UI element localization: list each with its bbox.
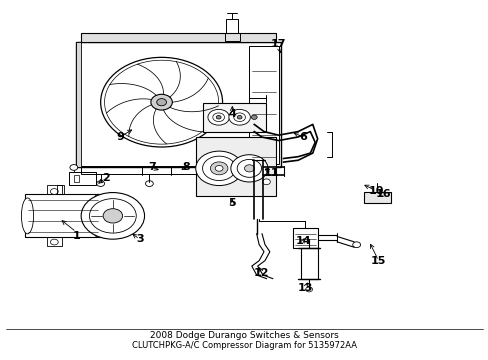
- Text: 12: 12: [253, 268, 269, 278]
- Circle shape: [251, 115, 257, 120]
- Circle shape: [233, 113, 245, 122]
- Bar: [47, 237, 61, 246]
- Circle shape: [151, 94, 172, 110]
- Ellipse shape: [91, 194, 105, 237]
- Bar: [81, 33, 276, 42]
- Bar: [249, 45, 278, 164]
- Circle shape: [305, 287, 312, 292]
- Bar: [81, 166, 276, 174]
- Circle shape: [237, 159, 261, 177]
- Text: 2: 2: [102, 173, 109, 183]
- Text: 8: 8: [182, 162, 189, 172]
- Circle shape: [103, 209, 122, 223]
- Circle shape: [207, 109, 229, 125]
- Bar: [74, 175, 79, 182]
- Circle shape: [89, 199, 136, 233]
- Text: 13: 13: [297, 283, 312, 293]
- Circle shape: [50, 239, 58, 245]
- Text: 17: 17: [270, 39, 286, 49]
- Bar: [57, 185, 64, 194]
- Bar: [363, 192, 390, 203]
- Text: 4: 4: [228, 109, 236, 119]
- Circle shape: [50, 189, 58, 194]
- Bar: [224, 33, 239, 41]
- Circle shape: [230, 155, 267, 182]
- Text: 14: 14: [295, 236, 310, 246]
- Circle shape: [212, 113, 224, 122]
- Text: 16: 16: [375, 189, 390, 199]
- Bar: [195, 137, 276, 196]
- Bar: [76, 42, 81, 167]
- Bar: [76, 42, 281, 167]
- Circle shape: [195, 151, 242, 185]
- Circle shape: [210, 162, 227, 175]
- Bar: [300, 248, 317, 279]
- Circle shape: [157, 99, 166, 106]
- Circle shape: [216, 116, 221, 119]
- Text: 9: 9: [116, 132, 124, 142]
- Circle shape: [81, 193, 144, 239]
- Bar: [203, 103, 266, 132]
- Text: 3: 3: [136, 234, 143, 244]
- Circle shape: [244, 165, 254, 172]
- Circle shape: [228, 109, 250, 125]
- Circle shape: [97, 181, 104, 186]
- Bar: [25, 194, 105, 237]
- Text: 10: 10: [368, 186, 383, 196]
- Circle shape: [237, 116, 242, 119]
- Bar: [293, 228, 317, 248]
- Circle shape: [101, 57, 222, 147]
- Text: 11: 11: [263, 168, 279, 178]
- Bar: [69, 172, 96, 185]
- Text: 7: 7: [148, 162, 155, 172]
- Bar: [47, 185, 61, 194]
- Text: 1: 1: [72, 231, 80, 240]
- Text: 15: 15: [370, 256, 386, 266]
- Circle shape: [215, 166, 223, 171]
- Text: 6: 6: [299, 132, 306, 142]
- Circle shape: [70, 165, 78, 170]
- Circle shape: [202, 156, 235, 180]
- Ellipse shape: [21, 198, 34, 234]
- Text: 5: 5: [228, 198, 236, 208]
- Text: 2008 Dodge Durango Switches & Sensors: 2008 Dodge Durango Switches & Sensors: [150, 332, 338, 341]
- Circle shape: [145, 181, 153, 186]
- Circle shape: [262, 179, 270, 185]
- Bar: [226, 19, 238, 33]
- Text: CLUTCHPKG-A/C Compressor Diagram for 5135972AA: CLUTCHPKG-A/C Compressor Diagram for 513…: [132, 341, 356, 350]
- Circle shape: [352, 242, 360, 248]
